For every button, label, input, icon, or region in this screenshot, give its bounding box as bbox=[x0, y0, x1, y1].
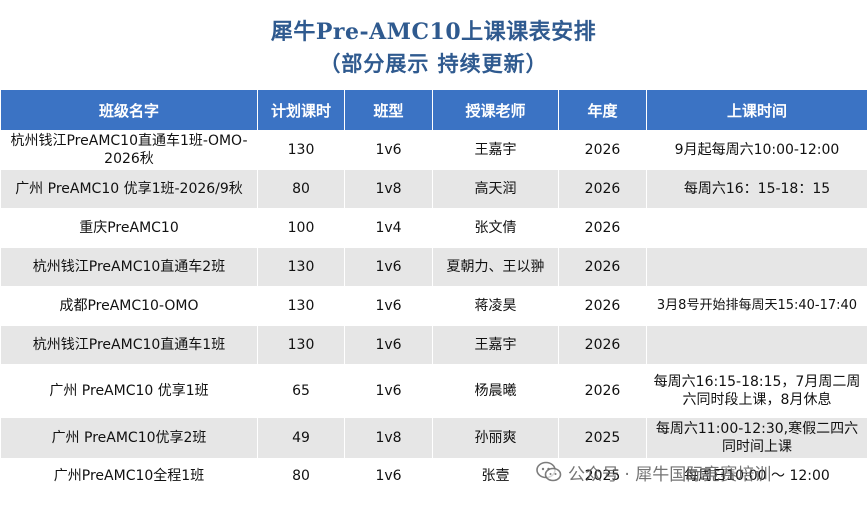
page-title: 犀牛Pre-AMC10上课课表安排 bbox=[270, 19, 597, 45]
watermark-text: 公众号 · 犀牛国际竞赛培训 bbox=[568, 464, 772, 485]
cell-class-name: 杭州钱江PreAMC10直通车2班 bbox=[0, 247, 258, 287]
cell-year: 2025 bbox=[558, 417, 647, 459]
table-header-row: 班级名字 计划课时 班型 授课老师 年度 上课时间 bbox=[0, 89, 867, 131]
table-row: 杭州钱江PreAMC10直通车1班 130 1v6 王嘉宇 2026 bbox=[0, 325, 867, 365]
cell-class-type: 1v4 bbox=[344, 208, 433, 248]
cell-class-name: 重庆PreAMC10 bbox=[0, 208, 258, 248]
cell-class-time: 3月8号开始排每周天15:40-17:40 bbox=[646, 286, 867, 326]
cell-planned-hours: 65 bbox=[257, 364, 345, 418]
cell-class-type: 1v6 bbox=[344, 286, 433, 326]
cell-class-time: 9月起每周六10:00-12:00 bbox=[646, 130, 867, 170]
schedule-table: 班级名字 计划课时 班型 授课老师 年度 上课时间 杭州钱江PreAMC10直通… bbox=[0, 89, 867, 494]
cell-year: 2026 bbox=[558, 130, 647, 170]
cell-class-name: 广州 PreAMC10优享2班 bbox=[0, 417, 258, 459]
cell-year: 2026 bbox=[558, 208, 647, 248]
cell-class-type: 1v6 bbox=[344, 247, 433, 287]
cell-year: 2026 bbox=[558, 364, 647, 418]
cell-class-time bbox=[646, 325, 867, 365]
cell-teacher: 孙丽爽 bbox=[432, 417, 559, 459]
header-planned-hours: 计划课时 bbox=[257, 89, 345, 131]
table-row: 广州 PreAMC10优享2班 49 1v8 孙丽爽 2025 每周六11:00… bbox=[0, 417, 867, 459]
cell-planned-hours: 130 bbox=[257, 130, 345, 170]
cell-planned-hours: 49 bbox=[257, 417, 345, 459]
watermark: 公众号 · 犀牛国际竞赛培训 bbox=[536, 460, 772, 485]
header-class-type: 班型 bbox=[344, 89, 433, 131]
cell-class-name: 杭州钱江PreAMC10直通车1班 bbox=[0, 325, 258, 365]
cell-teacher: 高天润 bbox=[432, 169, 559, 209]
cell-class-type: 1v6 bbox=[344, 130, 433, 170]
cell-planned-hours: 80 bbox=[257, 169, 345, 209]
cell-year: 2025 bbox=[558, 458, 647, 494]
header-year: 年度 bbox=[558, 89, 647, 131]
cell-year: 2026 bbox=[558, 169, 647, 209]
cell-class-name: 广州 PreAMC10 优享1班-2026/9秋 bbox=[0, 169, 258, 209]
cell-year: 2026 bbox=[558, 247, 647, 287]
cell-class-time: 每周六11:00-12:30,寒假二四六同时间上课 bbox=[646, 417, 867, 459]
cell-class-name: 广州PreAMC10全程1班 bbox=[0, 458, 258, 494]
cell-class-type: 1v8 bbox=[344, 417, 433, 459]
cell-planned-hours: 100 bbox=[257, 208, 345, 248]
cell-planned-hours: 130 bbox=[257, 286, 345, 326]
table-row: 成都PreAMC10-OMO 130 1v6 蒋凌昊 2026 3月8号开始排每… bbox=[0, 286, 867, 326]
table-row: 广州PreAMC10全程1班 80 1v6 张壹 2025 每周日10:00 ～… bbox=[0, 458, 867, 494]
cell-class-time: 每周六16:15-18:15，7月周二周六同时段上课，8月休息 bbox=[646, 364, 867, 418]
cell-teacher: 王嘉宇 bbox=[432, 130, 559, 170]
cell-class-type: 1v6 bbox=[344, 458, 433, 494]
cell-teacher: 夏朝力、王以翀 bbox=[432, 247, 559, 287]
page-subtitle: （部分展示 持续更新） bbox=[319, 51, 548, 76]
cell-teacher: 王嘉宇 bbox=[432, 325, 559, 365]
header-class-time: 上课时间 bbox=[646, 89, 867, 131]
cell-class-type: 1v6 bbox=[344, 325, 433, 365]
cell-year: 2026 bbox=[558, 286, 647, 326]
table-row: 广州 PreAMC10 优享1班 65 1v6 杨晨曦 2026 每周六16:1… bbox=[0, 364, 867, 418]
title-block: 犀牛Pre-AMC10上课课表安排 （部分展示 持续更新） bbox=[0, 0, 867, 89]
cell-class-name: 杭州钱江PreAMC10直通车1班-OMO-2026秋 bbox=[0, 130, 258, 170]
cell-teacher: 张文倩 bbox=[432, 208, 559, 248]
cell-class-name: 成都PreAMC10-OMO bbox=[0, 286, 258, 326]
wechat-icon bbox=[536, 461, 562, 482]
header-class-name: 班级名字 bbox=[0, 89, 258, 131]
cell-class-name: 广州 PreAMC10 优享1班 bbox=[0, 364, 258, 418]
cell-planned-hours: 80 bbox=[257, 458, 345, 494]
cell-class-time: 每周六16：15-18：15 bbox=[646, 169, 867, 209]
cell-planned-hours: 130 bbox=[257, 325, 345, 365]
cell-class-time bbox=[646, 247, 867, 287]
cell-teacher: 张壹 bbox=[432, 458, 559, 494]
table-row: 杭州钱江PreAMC10直通车2班 130 1v6 夏朝力、王以翀 2026 bbox=[0, 247, 867, 287]
header-teacher: 授课老师 bbox=[432, 89, 559, 131]
cell-year: 2026 bbox=[558, 325, 647, 365]
cell-class-type: 1v6 bbox=[344, 364, 433, 418]
table-row: 杭州钱江PreAMC10直通车1班-OMO-2026秋 130 1v6 王嘉宇 … bbox=[0, 130, 867, 170]
table-row: 重庆PreAMC10 100 1v4 张文倩 2026 bbox=[0, 208, 867, 248]
cell-class-type: 1v8 bbox=[344, 169, 433, 209]
cell-teacher: 蒋凌昊 bbox=[432, 286, 559, 326]
cell-teacher: 杨晨曦 bbox=[432, 364, 559, 418]
cell-planned-hours: 130 bbox=[257, 247, 345, 287]
cell-class-time: 每周日10:00 ～ 12:00 bbox=[646, 458, 867, 494]
cell-class-time bbox=[646, 208, 867, 248]
table-row: 广州 PreAMC10 优享1班-2026/9秋 80 1v8 高天润 2026… bbox=[0, 169, 867, 209]
